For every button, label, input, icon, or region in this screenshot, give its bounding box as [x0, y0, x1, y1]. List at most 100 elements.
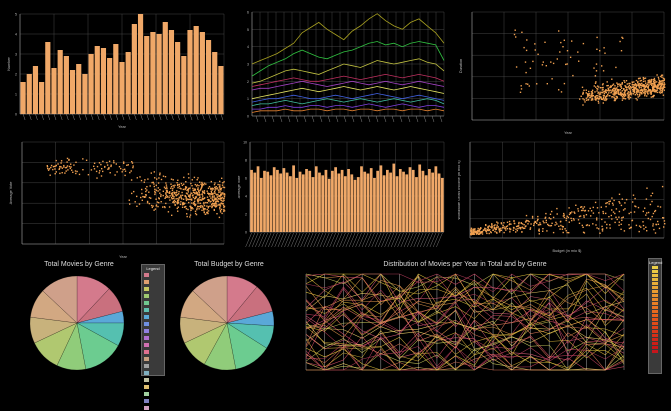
scatter-point: [650, 80, 652, 82]
scatter-point: [176, 184, 179, 187]
scatter-point: [216, 198, 218, 201]
scatter-point: [613, 96, 615, 98]
scatter-point: [470, 231, 473, 233]
scatter-point: [620, 86, 622, 88]
parallel-legend-rows: [649, 266, 661, 353]
scatter-point: [618, 83, 620, 85]
scatter-point: [600, 91, 602, 93]
scatter-point: [583, 232, 586, 234]
scatter-point: [201, 205, 204, 208]
scatter-point: [657, 220, 659, 223]
scatter-point: [192, 196, 195, 199]
x-tick-label: [22, 113, 26, 121]
bar: [405, 174, 409, 232]
scatter-point: [185, 192, 188, 194]
scatter-point: [221, 193, 223, 195]
scatter-point: [221, 177, 223, 179]
scatter-point: [636, 94, 639, 96]
scatter-point: [106, 161, 108, 164]
scatter-point: [141, 192, 143, 195]
scatter-point: [618, 216, 620, 218]
scatter-point: [181, 191, 183, 194]
scatter-point: [521, 226, 524, 228]
scatter-point: [221, 196, 223, 199]
scatter-point: [85, 159, 88, 161]
scatter-point: [190, 209, 192, 211]
bar: [250, 169, 253, 232]
scatter-point: [141, 199, 143, 201]
scatter-point: [160, 194, 162, 196]
scatter-point: [223, 186, 226, 189]
scatter-point: [197, 189, 200, 191]
scatter-point: [221, 199, 223, 202]
scatter-point: [200, 187, 202, 190]
scatter-point: [198, 192, 200, 194]
scatter-point: [644, 95, 646, 97]
scatter-point: [599, 232, 601, 234]
scatter-point: [215, 200, 217, 203]
x-tick-label: [152, 113, 156, 121]
scatter-point: [113, 162, 115, 164]
scatter-point: [126, 164, 128, 166]
scatter-point: [635, 205, 637, 208]
scatter-point: [159, 192, 161, 194]
scatter-point: [195, 185, 198, 187]
scatter-point: [197, 205, 199, 208]
scatter-point: [624, 81, 626, 83]
scatter-point: [178, 191, 180, 193]
x-tick-label: [290, 232, 298, 248]
scatter-point: [140, 196, 142, 199]
scatter-point: [215, 202, 217, 204]
scatter-point: [644, 91, 647, 93]
scatter-point: [217, 193, 219, 196]
scatter-point: [602, 210, 604, 213]
scatter-point: [194, 204, 196, 206]
scatter-point: [192, 203, 195, 205]
x-axis-label: Budget (in mio $): [553, 249, 583, 253]
scatter-point: [491, 227, 493, 229]
scatter-point: [223, 181, 225, 183]
scatter-point: [621, 96, 624, 98]
bar: [392, 163, 396, 232]
scatter-point: [624, 202, 626, 204]
scatter-point: [487, 226, 489, 229]
scatter-point: [603, 93, 606, 95]
scatter-point: [482, 229, 484, 232]
panel-bar-by-country: 0 2 4 6 8 10 Average Vote: [238, 136, 448, 258]
bar: [431, 172, 434, 232]
scatter-point: [157, 190, 159, 192]
scatter-point: [605, 89, 607, 91]
scatter-point: [627, 94, 629, 97]
x-tick-label: [384, 232, 391, 248]
x-tick-label: [432, 232, 440, 248]
scatter-point: [118, 166, 121, 168]
scatter-point: [622, 209, 625, 211]
scatter-point: [472, 229, 475, 232]
scatter-point: [589, 96, 592, 98]
scatter-point: [211, 188, 213, 190]
scatter-point: [577, 219, 580, 221]
scatter-point: [90, 169, 93, 171]
scatter-point: [222, 192, 224, 194]
scatter-point: [645, 89, 648, 91]
scatter-point: [629, 91, 632, 93]
scatter-point: [656, 74, 658, 76]
x-tick-label: [342, 232, 349, 248]
scatter-point: [515, 225, 518, 228]
x-tick-label: [319, 115, 323, 123]
legend-entry: [142, 292, 164, 299]
scatter-point: [612, 83, 615, 85]
scatter-point: [596, 36, 598, 39]
scatter-point: [556, 58, 558, 60]
legend-swatch: [652, 338, 658, 341]
x-tick-label: [264, 232, 272, 248]
scatter-point: [657, 86, 659, 88]
scatter-point: [625, 85, 627, 88]
scatter-point: [598, 212, 600, 214]
scatter-point: [50, 166, 52, 169]
bar: [295, 178, 299, 232]
scatter-point: [219, 210, 222, 212]
scatter-point: [594, 75, 597, 77]
scatter-point: [172, 184, 174, 187]
